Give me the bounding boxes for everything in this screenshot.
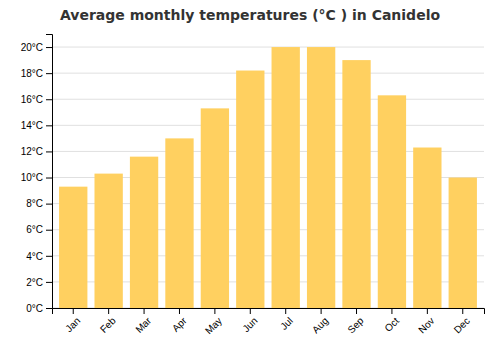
plot-area: 0°C 2°C 4°C 6°C 8°C 10°C 12°C 14°C 16°C 18°C 20°C J… — [21, 35, 485, 337]
bar — [378, 95, 406, 308]
bar — [449, 178, 477, 308]
tick: 2°C — [26, 277, 52, 288]
grid — [52, 47, 484, 308]
tick-mark — [46, 99, 52, 100]
tick-label: Apr — [170, 315, 189, 334]
grid-line — [52, 125, 484, 126]
tick: 16°C — [21, 94, 52, 105]
tick: Oct — [382, 308, 401, 334]
tick-label: 18°C — [21, 68, 43, 79]
tick-label: Jul — [278, 315, 295, 332]
tick-mark — [46, 47, 52, 48]
y-axis: 0°C 2°C 4°C 6°C 8°C 10°C 12°C 14°C 16°C 18°C 20°C — [21, 35, 53, 314]
tick: 4°C — [26, 251, 52, 262]
tick: 12°C — [21, 146, 52, 157]
tick-label: Jan — [63, 315, 82, 334]
bar — [272, 47, 300, 308]
tick-label: Mar — [133, 315, 153, 335]
tick-mark — [144, 308, 145, 314]
tick-label: 12°C — [21, 146, 43, 157]
tick: Jul — [278, 308, 295, 332]
tick: 8°C — [26, 198, 52, 209]
tick-mark — [250, 308, 251, 314]
tick-mark — [46, 256, 52, 257]
tick-label: Feb — [98, 315, 118, 335]
tick-mark — [391, 308, 392, 314]
bar — [201, 108, 229, 308]
tick: Feb — [98, 308, 118, 335]
tick-mark — [46, 125, 52, 126]
tick-label: 20°C — [21, 42, 43, 53]
axis-line — [46, 35, 53, 309]
grid-line — [52, 73, 484, 74]
tick-label: Oct — [382, 315, 401, 334]
tick-mark — [46, 151, 52, 152]
bar — [94, 174, 122, 308]
tick-label: Dec — [452, 315, 472, 335]
tick: 18°C — [21, 68, 52, 79]
bars — [59, 47, 477, 308]
bar — [307, 47, 335, 308]
tick-mark — [73, 308, 74, 314]
tick: 0°C — [26, 303, 52, 314]
tick: Jan — [63, 308, 82, 334]
tick-label: 8°C — [26, 198, 43, 209]
chart: 0°C 2°C 4°C 6°C 8°C 10°C 12°C 14°C 16°C 18°C 20°C J… — [0, 0, 500, 350]
tick-mark — [46, 308, 52, 309]
tick-label: 6°C — [26, 224, 43, 235]
tick: 10°C — [21, 172, 52, 183]
tick: Dec — [452, 308, 472, 335]
bar — [342, 60, 370, 308]
bar — [130, 157, 158, 308]
tick: 20°C — [21, 42, 52, 53]
tick-mark — [46, 204, 52, 205]
tick-label: 16°C — [21, 94, 43, 105]
tick-mark — [285, 308, 286, 314]
axis-line — [53, 309, 485, 315]
tick-label: 14°C — [21, 120, 43, 131]
tick: Sep — [345, 308, 366, 335]
tick-label: Nov — [416, 315, 436, 335]
tick: Mar — [133, 308, 153, 335]
tick-label: Sep — [345, 315, 366, 336]
tick-label: 0°C — [26, 303, 43, 314]
bar — [165, 138, 193, 308]
tick-mark — [321, 308, 322, 314]
grid-line — [52, 99, 484, 100]
bar — [236, 71, 264, 308]
tick-label: Jun — [240, 315, 259, 334]
grid-line — [52, 47, 484, 48]
tick: 6°C — [26, 224, 52, 235]
tick: 14°C — [21, 120, 52, 131]
tick-mark — [427, 308, 428, 314]
tick-mark — [46, 178, 52, 179]
tick: Jun — [240, 308, 259, 334]
tick-mark — [46, 282, 52, 283]
tick-mark — [356, 308, 357, 314]
tick-mark — [214, 308, 215, 314]
tick: May — [203, 308, 224, 336]
tick-label: 2°C — [26, 277, 43, 288]
tick-mark — [462, 308, 463, 314]
tick-mark — [46, 73, 52, 74]
x-axis: Jan Feb Mar Apr May Jun Jul Aug Sep Oct Nov Dec — [53, 308, 485, 336]
title: Average monthly temperatures (°C ) in Ca… — [60, 7, 441, 23]
tick: Aug — [310, 308, 330, 335]
tick-mark — [108, 308, 109, 314]
bar — [59, 187, 87, 308]
tick-mark — [179, 308, 180, 314]
tick-label: May — [203, 315, 224, 336]
tick-mark — [46, 230, 52, 231]
tick: Apr — [170, 308, 189, 334]
bar — [413, 148, 441, 308]
tick: Nov — [416, 308, 436, 335]
tick-label: 10°C — [21, 172, 43, 183]
tick-label: 4°C — [26, 251, 43, 262]
tick-label: Aug — [310, 315, 330, 335]
